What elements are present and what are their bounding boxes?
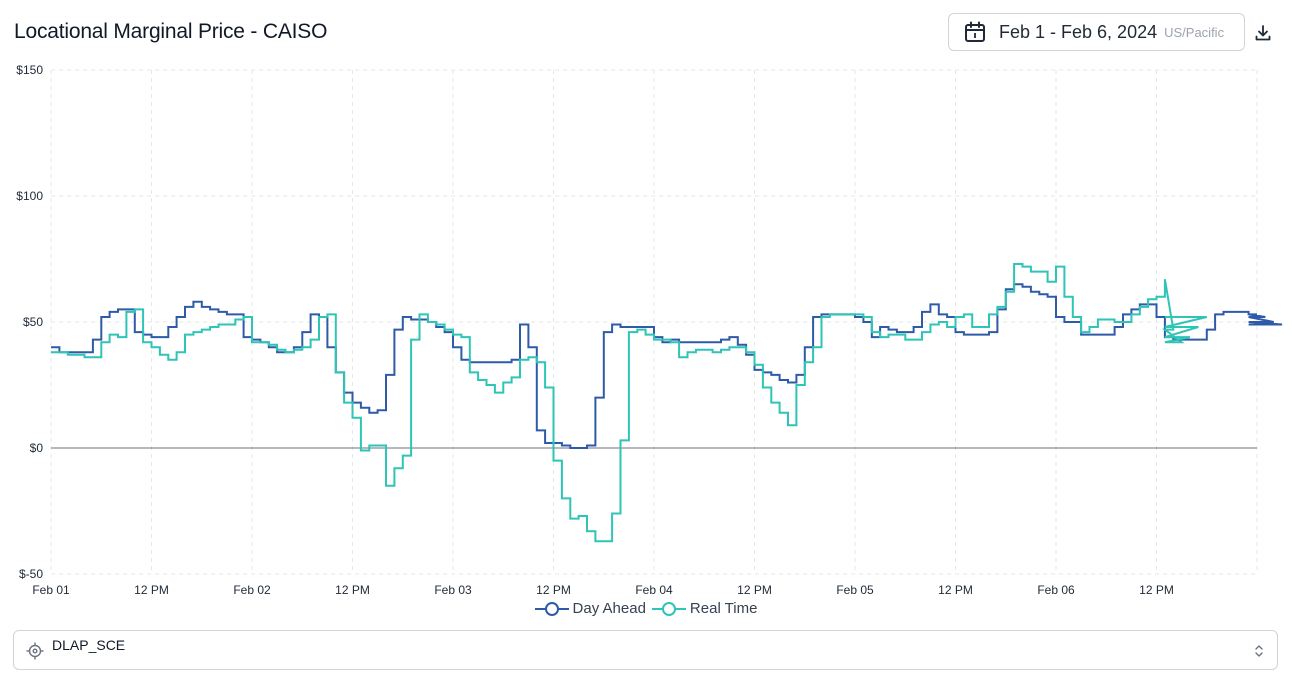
x-tick-label: Feb 06	[1037, 583, 1075, 597]
x-tick-label: Feb 03	[434, 583, 472, 597]
y-tick-label: $100	[16, 189, 43, 203]
location-target-icon	[26, 642, 44, 660]
date-range-text: Feb 1 - Feb 6, 2024	[999, 21, 1158, 42]
x-tick-label: Feb 04	[635, 583, 673, 597]
x-tick-label: Feb 01	[32, 583, 70, 597]
chart-series	[51, 263, 1283, 543]
legend-marker-day-ahead	[534, 601, 569, 616]
location-select-value: DLAP_SCE	[52, 637, 126, 653]
x-tick-label: Feb 05	[836, 583, 874, 597]
series-line-real-time	[51, 263, 1208, 543]
timezone-text: US/Pacific	[1164, 24, 1225, 40]
series-line-day-ahead	[51, 283, 1283, 449]
legend-marker-real-time	[651, 601, 686, 616]
location-select[interactable]: DLAP_SCE	[13, 630, 1278, 670]
x-tick-label: 12 PM	[737, 583, 772, 597]
download-icon[interactable]	[1253, 23, 1273, 43]
x-tick-label: 12 PM	[1139, 583, 1174, 597]
x-tick-label: 12 PM	[134, 583, 169, 597]
x-tick-label: Feb 02	[233, 583, 271, 597]
chevron-up-down-icon	[1255, 645, 1263, 657]
legend-label-day-ahead: Day Ahead	[572, 600, 646, 617]
legend-item-day-ahead[interactable]: Day Ahead	[534, 600, 646, 617]
date-range-picker-button[interactable]: Feb 1 - Feb 6, 2024 US/Pacific	[948, 13, 1245, 51]
chart-legend: Day Ahead Real Time	[0, 600, 1292, 617]
calendar-icon	[965, 21, 985, 42]
x-tick-label: 12 PM	[938, 583, 973, 597]
x-tick-label: 12 PM	[335, 583, 370, 597]
legend-label-real-time: Real Time	[689, 600, 758, 617]
y-tick-label: $50	[23, 315, 43, 329]
y-tick-label: $0	[30, 441, 44, 455]
y-tick-label: $150	[16, 63, 43, 77]
y-tick-label: $-50	[19, 567, 43, 581]
x-axis-ticks: Feb 01 12 PM Feb 02 12 PM Feb 03 12 PM Feb 04 1…	[32, 583, 1174, 597]
x-tick-label: 12 PM	[536, 583, 571, 597]
lmp-chart: $150 $100 $50 $0 $-50 Feb 01 12 PM Feb 02 12 PM…	[16, 63, 1283, 597]
page-title: Locational Marginal Price - CAISO	[14, 20, 328, 43]
y-axis-ticks: $150 $100 $50 $0 $-50	[16, 63, 43, 581]
legend-item-real-time[interactable]: Real Time	[651, 600, 758, 617]
